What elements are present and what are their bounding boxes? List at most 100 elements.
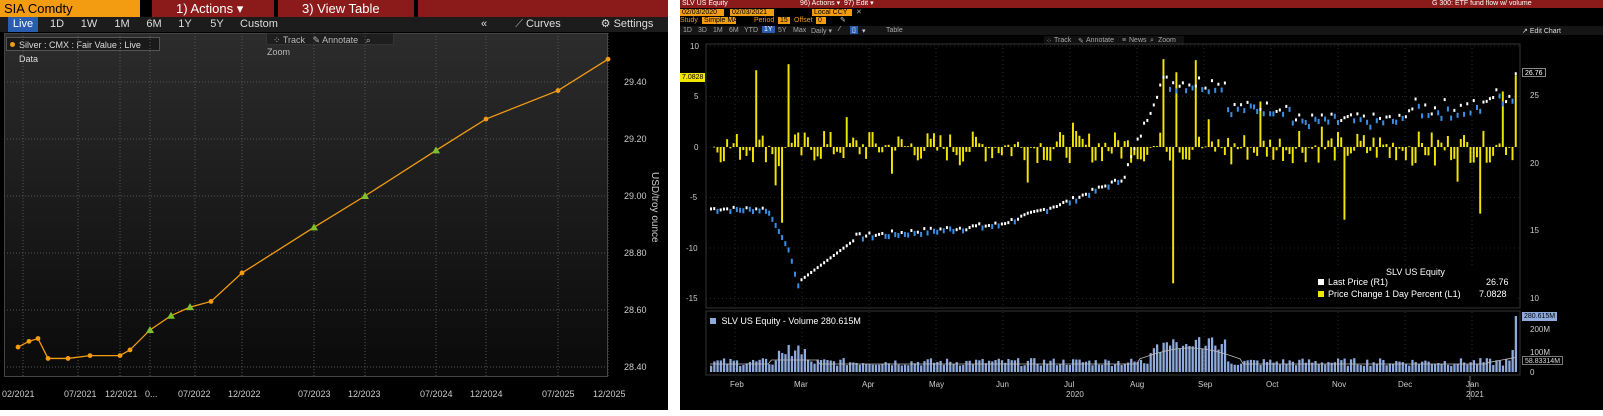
volume-bar — [1052, 358, 1055, 372]
x-tick-label: 12/2022 — [228, 389, 261, 399]
zoom-button[interactable]: Zoom — [267, 47, 291, 57]
annotate-button[interactable]: Annotate — [1086, 37, 1115, 44]
volume-bar — [1165, 342, 1168, 372]
track-button[interactable]: Track — [1054, 37, 1072, 44]
close-icon[interactable]: ✕ — [856, 9, 862, 16]
price-candle — [945, 226, 948, 230]
range-ytd[interactable]: YTD — [744, 27, 758, 34]
pct-change-bar — [829, 131, 832, 147]
right-edit-button[interactable]: 97) Edit ▾ — [844, 0, 874, 7]
volume-bar — [1446, 364, 1450, 372]
curves-button[interactable]: ⟋ Curves — [508, 17, 568, 32]
volume-bar — [719, 360, 722, 372]
settings-button[interactable]: ⚙ Settings — [588, 17, 666, 32]
news-button[interactable]: News — [1129, 37, 1147, 44]
slv-price-and-flow-chart[interactable] — [680, 0, 1603, 410]
pct-change-bar — [900, 139, 903, 147]
pct-change-bar — [1249, 147, 1252, 148]
data-point-marker — [239, 270, 245, 276]
line-type-icon[interactable]: ⁄ — [839, 26, 841, 33]
pct-change-bar — [1285, 147, 1288, 151]
volume-bar — [1349, 359, 1353, 372]
volume-bar — [1007, 359, 1010, 372]
dropdown-icon[interactable]: ▾ — [862, 28, 866, 35]
range-1d[interactable]: 1D — [683, 27, 692, 34]
pencil-icon[interactable]: ✎ — [840, 17, 846, 24]
pct-change-bar — [1375, 147, 1378, 158]
pct-change-bar — [1320, 126, 1323, 147]
volume-bar — [855, 362, 858, 372]
period-1m[interactable]: 1M — [114, 18, 130, 30]
price-candle — [735, 207, 738, 213]
price-candle — [1130, 155, 1133, 159]
range-max[interactable]: Max — [793, 27, 807, 34]
period-1w[interactable]: 1W — [80, 18, 98, 30]
pct-change-bar — [771, 147, 774, 155]
bar-type-icon[interactable]: ▯ — [850, 26, 858, 34]
price-candle — [1252, 104, 1255, 110]
volume-bar — [878, 364, 881, 372]
pct-change-bar — [787, 64, 790, 147]
end-date-field[interactable]: 02/03/2021 — [730, 9, 774, 16]
pct-change-bar — [842, 147, 845, 159]
range-1m[interactable]: 1M — [713, 27, 723, 34]
zoom-button[interactable]: Zoom — [1158, 37, 1176, 44]
security-field[interactable]: SLV US Equity — [682, 0, 728, 7]
actions-button[interactable]: 1) Actions ▾ — [152, 0, 274, 17]
price-candle — [1052, 205, 1055, 209]
currency-field[interactable]: Local CCY — [812, 9, 852, 16]
edit-chart-button[interactable]: ↗ Edit Chart — [1522, 27, 1561, 35]
ticker-field[interactable]: SIA Comdty — [0, 0, 140, 17]
price-candle — [748, 206, 751, 212]
news-icon[interactable]: ≡ — [1122, 37, 1127, 44]
x-tick-label: 12/2024 — [470, 389, 503, 399]
track-icon[interactable]: ⁘ — [273, 35, 281, 45]
price-candle — [1427, 113, 1430, 119]
frequency-select[interactable]: Daily ▾ — [811, 28, 833, 35]
month-label: Oct — [1266, 380, 1279, 389]
start-date-field[interactable]: 02/03/2020 — [680, 9, 724, 16]
price-candle — [1133, 147, 1136, 151]
volume-bar — [1246, 360, 1249, 372]
pct-change-bar — [1278, 138, 1281, 147]
offset-input[interactable]: 0 — [816, 17, 826, 24]
collapse-button[interactable]: « — [480, 18, 488, 30]
price-candle — [726, 207, 729, 211]
track-button[interactable]: Track — [282, 35, 306, 45]
annotate-button[interactable]: Annotate — [322, 35, 359, 45]
y-axis-label: USD/troy ounce — [649, 172, 660, 243]
track-icon[interactable]: ⁘ — [1046, 38, 1052, 45]
price-candle — [1188, 83, 1191, 87]
series-legend[interactable]: Silver : CMX : Fair Value : Live Data — [6, 37, 160, 64]
pct-change-bar — [874, 143, 877, 147]
pct-change-bar — [1081, 138, 1084, 147]
study-select[interactable]: Simple MA — [702, 17, 738, 24]
pct-change-bar — [1026, 147, 1029, 183]
x-tick-label: 07/2021 — [64, 389, 97, 399]
volume-bar — [1026, 360, 1029, 372]
period-live[interactable]: Live — [8, 17, 38, 32]
range-6m[interactable]: 6M — [729, 27, 739, 34]
period-5y[interactable]: 5Y — [210, 18, 224, 30]
range-1y[interactable]: 1Y — [762, 26, 775, 33]
period-1d[interactable]: 1D — [49, 18, 65, 30]
zoom-icon[interactable]: ⌕ — [365, 35, 371, 45]
right-actions-button[interactable]: 96) Actions ▾ — [800, 0, 841, 7]
period-custom[interactable]: Custom — [240, 18, 278, 30]
price-candle — [1078, 195, 1081, 199]
price-candle — [971, 224, 974, 228]
zoom-icon[interactable]: ⌕ — [1150, 37, 1154, 44]
period-1y[interactable]: 1Y — [178, 18, 192, 30]
annotate-icon[interactable]: ✎ — [312, 35, 321, 45]
volume-tick: 0 — [1530, 368, 1535, 377]
volume-bar — [1401, 362, 1404, 372]
period-input[interactable]: 15 — [778, 17, 790, 24]
view-table-button[interactable]: 3) View Table — [278, 0, 414, 17]
price-candle — [742, 208, 745, 214]
range-5y[interactable]: 5Y — [778, 27, 787, 34]
annotate-icon[interactable]: ✎ — [1078, 38, 1084, 45]
range-3d[interactable]: 3D — [698, 27, 707, 34]
volume-bar — [884, 362, 887, 372]
period-6m[interactable]: 6M — [146, 18, 162, 30]
table-button[interactable]: Table — [886, 27, 903, 34]
